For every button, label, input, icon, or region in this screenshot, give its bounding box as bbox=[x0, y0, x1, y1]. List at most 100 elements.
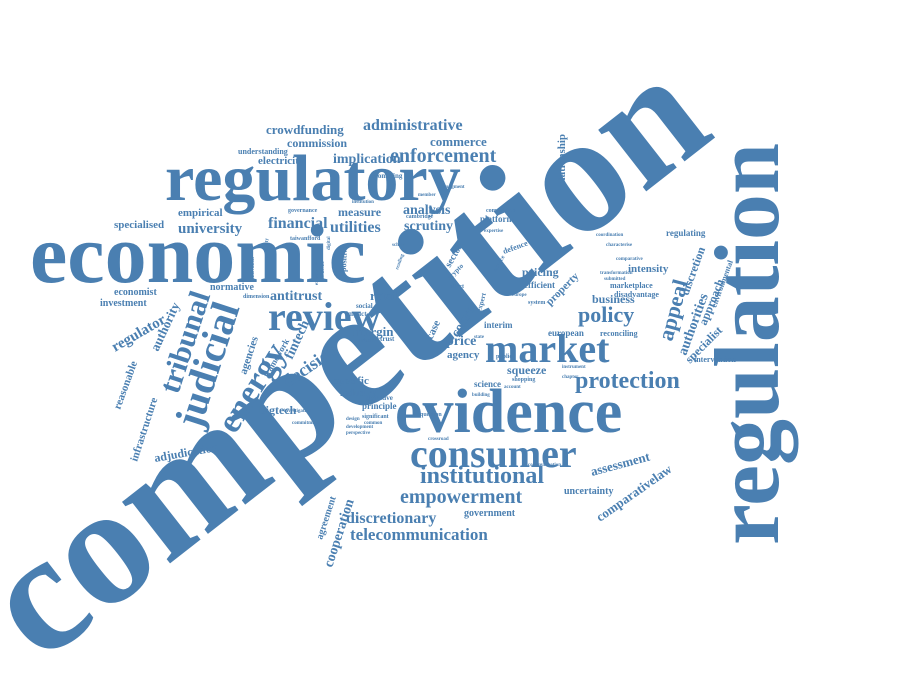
word-comparative: comparative bbox=[616, 257, 643, 262]
word-commission: commission bbox=[287, 136, 347, 150]
word-business: business bbox=[592, 292, 635, 306]
word-significant: significant bbox=[362, 414, 389, 420]
word-platform: platform bbox=[480, 214, 514, 224]
word-bigtech: bigtech bbox=[259, 403, 297, 417]
word-chapter: chapter bbox=[562, 375, 579, 380]
word-state: state bbox=[474, 335, 485, 340]
word-question: question bbox=[420, 412, 442, 418]
word-assessment: assessment bbox=[589, 449, 652, 479]
word-domestic: domestic bbox=[321, 260, 326, 280]
word-empirical: empirical bbox=[178, 207, 223, 219]
word-institution: institution bbox=[352, 200, 374, 205]
word-coordination: coordination bbox=[596, 233, 623, 238]
word-antitrust: antitrust bbox=[270, 289, 322, 304]
word-discretionary: discretionary bbox=[346, 510, 436, 527]
word-design: design bbox=[346, 417, 360, 422]
word-interim: interim bbox=[484, 320, 513, 330]
word-science: science bbox=[474, 379, 501, 389]
word-judgment: judgment bbox=[443, 185, 465, 190]
word-crossroad: crossroad bbox=[428, 437, 449, 442]
word-efficient: efficient bbox=[524, 280, 555, 290]
word-digital: digital bbox=[327, 236, 332, 250]
word-university: university bbox=[178, 221, 243, 237]
word-price: price bbox=[446, 334, 476, 349]
word-financial: financial bbox=[268, 215, 328, 232]
word-cambridge: cambridge bbox=[406, 214, 434, 220]
word-electricity: electricity bbox=[258, 155, 305, 167]
word-commerce: commerce bbox=[430, 134, 487, 149]
word-school: school bbox=[392, 243, 406, 248]
word-social: social bbox=[356, 302, 373, 310]
word-marketplace: marketplace bbox=[610, 281, 653, 290]
word-administrative: administrative bbox=[363, 117, 463, 134]
word-investigation: investigation bbox=[284, 409, 311, 414]
word-analysis: analysis bbox=[403, 203, 451, 218]
word-expertise: expertise bbox=[484, 229, 504, 234]
word-intensity: intensity bbox=[628, 263, 669, 275]
word-crowdfunding: crowdfunding bbox=[266, 122, 344, 137]
word-evidence: evidence bbox=[395, 378, 622, 446]
word-protection: protection bbox=[575, 368, 680, 394]
word-economist: economist bbox=[114, 287, 157, 298]
word-understanding: understanding bbox=[238, 147, 288, 156]
word-pricing: pricing bbox=[522, 265, 559, 279]
word-building: building bbox=[472, 393, 490, 398]
word-objective: objective bbox=[366, 394, 393, 402]
word-normative: normative bbox=[210, 282, 254, 293]
word-development: development bbox=[346, 425, 374, 430]
word-industry: industry bbox=[340, 388, 376, 399]
word-squeeze: squeeze bbox=[507, 363, 547, 377]
word-effect: effect bbox=[450, 284, 464, 290]
word-agency: agency bbox=[447, 349, 480, 361]
word-europe: europe bbox=[512, 293, 527, 298]
word-principle: principle bbox=[362, 401, 397, 411]
word-telecommunication: telecommunication bbox=[350, 525, 488, 544]
word-review: review bbox=[268, 294, 381, 339]
word-credibility: credibility bbox=[265, 238, 270, 260]
word-enforcement: enforcement bbox=[390, 145, 497, 167]
word-economic: economic bbox=[30, 208, 366, 301]
word-measure: measure bbox=[338, 205, 382, 219]
word-margin: margin bbox=[353, 324, 394, 339]
word-taiwanfford: taiwanfford bbox=[290, 236, 321, 242]
word-characterise: characterise bbox=[606, 243, 633, 248]
word-scrutiny: scrutiny bbox=[404, 219, 453, 234]
word-retail: retail bbox=[370, 288, 400, 303]
word-relationship: relationship bbox=[556, 134, 568, 190]
word-disadvantage: disadvantage bbox=[614, 290, 659, 299]
word-specialised: specialised bbox=[114, 219, 164, 231]
word-regulating: regulating bbox=[666, 228, 706, 238]
word-account: account bbox=[504, 385, 521, 390]
word-regulatory: regulatory bbox=[165, 142, 461, 215]
word-intervention: intervention bbox=[694, 355, 736, 364]
word-investment: investment bbox=[100, 298, 147, 309]
word-communication: communication bbox=[528, 463, 561, 468]
word-dimension: dimension bbox=[243, 294, 270, 300]
word-implication: implication bbox=[333, 152, 401, 167]
word-policy: policy bbox=[578, 302, 634, 327]
word-reconciling: reconciling bbox=[600, 329, 638, 338]
word-governance: governance bbox=[288, 208, 318, 214]
word-trust: trust bbox=[380, 335, 395, 343]
word-market: market bbox=[485, 326, 610, 371]
word-regulation: regulation bbox=[696, 143, 798, 545]
word-submitted: submitted bbox=[604, 277, 626, 282]
word-innovation: innovation bbox=[251, 257, 256, 280]
word-common: common bbox=[364, 421, 383, 426]
word-perspective: perspective bbox=[346, 431, 371, 436]
word-reading: reading bbox=[395, 253, 405, 270]
word-positive: positive bbox=[339, 245, 349, 272]
word-uncertainty: uncertainty bbox=[564, 486, 613, 497]
word-utilities: utilities bbox=[330, 219, 381, 236]
word-consumer: consumer bbox=[410, 431, 577, 476]
word-member: member bbox=[418, 193, 437, 198]
word-commitment: commitment bbox=[292, 421, 319, 426]
word-system: system bbox=[528, 300, 545, 306]
word-institutional: institutional bbox=[420, 463, 544, 489]
word-european: european bbox=[548, 328, 584, 338]
word-shopping: shopping bbox=[512, 377, 535, 383]
word-specific: specific bbox=[334, 375, 369, 387]
word-public: public bbox=[496, 354, 512, 360]
